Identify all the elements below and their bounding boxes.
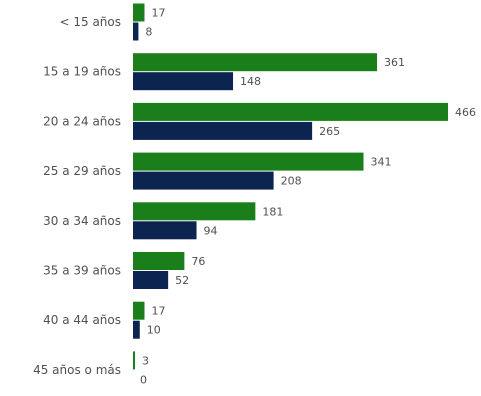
data-label: 0 xyxy=(140,373,147,386)
bar-series-1[interactable] xyxy=(133,102,448,121)
data-label: 208 xyxy=(281,175,302,188)
category-label: 15 a 19 años xyxy=(43,65,121,79)
bar-series-2[interactable] xyxy=(133,72,234,91)
data-label: 17 xyxy=(151,305,165,318)
bar-series-1[interactable] xyxy=(133,3,145,22)
bar-series-1[interactable] xyxy=(133,301,145,320)
bar-series-2[interactable] xyxy=(133,22,139,41)
bar-series-1[interactable] xyxy=(133,152,364,171)
data-label: 341 xyxy=(371,156,392,169)
data-label: 181 xyxy=(262,205,283,218)
data-label: 94 xyxy=(204,224,218,237)
category-label: 45 años o más xyxy=(33,363,121,377)
bar-series-1[interactable] xyxy=(133,351,136,370)
bar-series-1[interactable] xyxy=(133,53,378,72)
data-label: 466 xyxy=(455,106,476,119)
bars xyxy=(133,3,448,370)
data-label: 148 xyxy=(240,75,261,88)
category-label: 25 a 29 años xyxy=(43,164,121,178)
bar-series-2[interactable] xyxy=(133,271,169,289)
category-label: < 15 años xyxy=(59,15,121,29)
data-label: 3 xyxy=(142,354,149,367)
category-label: 40 a 44 años xyxy=(43,313,121,327)
data-label: 10 xyxy=(147,324,161,337)
category-label: 30 a 34 años xyxy=(43,214,121,228)
data-label: 76 xyxy=(191,255,205,268)
data-label: 8 xyxy=(145,26,152,39)
bar-series-2[interactable] xyxy=(133,171,274,190)
bar-series-1[interactable] xyxy=(133,202,256,221)
bar-series-2[interactable] xyxy=(133,221,197,240)
bar-series-2[interactable] xyxy=(133,320,140,339)
data-label: 361 xyxy=(384,56,405,69)
category-label: 20 a 24 años xyxy=(43,114,121,128)
category-labels: < 15 años 15 a 19 años 20 a 24 años 25 a 29… xyxy=(33,15,121,377)
data-label: 52 xyxy=(175,274,189,287)
bar-series-2[interactable] xyxy=(133,121,313,140)
data-label: 17 xyxy=(151,7,165,20)
category-label: 35 a 39 años xyxy=(43,264,121,278)
bar-series-1[interactable] xyxy=(133,252,185,270)
data-label: 265 xyxy=(319,125,340,138)
